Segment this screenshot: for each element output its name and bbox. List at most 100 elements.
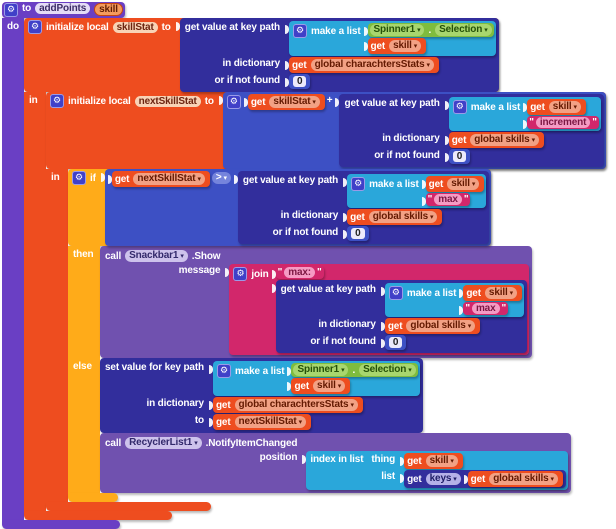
dict-get-block[interactable]: get value at key path ⚙ make a list [233,171,490,244]
make-a-list-block[interactable]: ⚙ make a list [380,283,524,317]
get-skillstat-block[interactable]: get skillStat ▾ [243,94,325,110]
get-global-skills-block[interactable]: get global skills ▾ [444,132,544,148]
component-dropdown[interactable]: Snackbar1 ▾ [125,250,188,262]
spinner-selection-block[interactable]: Spinner1 ▾ . Selection ▾ [363,23,494,37]
component-dropdown[interactable]: Spinner1 ▾ [293,364,349,376]
gear-icon[interactable]: ⚙ [388,286,403,300]
variable-dropdown[interactable]: global charachtersStats ▾ [234,399,358,411]
index-in-list-block[interactable]: index in list thing get skill ▾ [302,451,568,490]
number-zero-block[interactable]: 0 [380,335,407,350]
else-spine[interactable]: else [68,358,100,493]
variable-name-field[interactable]: skillStat [112,21,158,33]
variable-dropdown[interactable]: skill ▾ [447,178,480,190]
get-skill-block[interactable]: get skill ▾ [421,176,485,192]
if-header[interactable]: ⚙ if get nextSki [68,169,492,246]
if-block-bottom[interactable] [68,493,118,502]
variable-dropdown[interactable]: global skills ▾ [406,320,476,332]
string-increment-block[interactable]: " increment " [523,116,599,129]
then-spine[interactable]: then [68,246,100,358]
gear-icon[interactable]: ⚙ [28,20,42,34]
do-spine[interactable]: do [2,18,24,520]
variable-dropdown[interactable]: skill ▾ [425,455,458,467]
compare-block[interactable]: get nextSkillStat ▾ > ▾ get value at ke [100,169,492,246]
variable-dropdown[interactable]: global skills ▾ [470,134,539,146]
get-keys-block[interactable]: get keys ▾ get global skills ▾ [400,470,566,488]
init-nextskillstat-block[interactable]: ⚙ initialize local nextSkillStat to ⚙ [46,92,606,511]
property-dropdown[interactable]: Selection ▾ [435,24,492,36]
make-a-list-block[interactable]: ⚙ make a list Spinner1 ▾ . Selection ▾ [285,21,496,56]
string-field[interactable]: max [434,194,462,205]
get-skill-block[interactable]: get skill ▾ [523,99,586,115]
get-skill-block[interactable]: get skill ▾ [459,285,522,301]
make-a-list-block[interactable]: ⚙ make a list get skill ▾ [444,97,601,131]
string-field[interactable]: increment [535,117,591,128]
dict-get-block[interactable]: get value at key path ⚙ make a list Spin… [175,18,499,92]
variable-dropdown[interactable]: skill ▾ [313,380,346,392]
variable-dropdown[interactable]: skill ▾ [548,101,581,113]
if-block[interactable]: ⚙ if get nextSki [68,169,571,502]
component-dropdown[interactable]: RecyclerList1 ▾ [125,437,202,449]
in-spine[interactable]: in [46,169,68,502]
get-global-charachtersstats-block[interactable]: get global charachtersStats ▾ [285,57,439,73]
number-zero-block[interactable]: 0 [444,149,471,164]
gear-icon[interactable]: ⚙ [226,95,241,109]
number-field[interactable]: 0 [351,228,365,239]
variable-dropdown[interactable]: global skills ▾ [489,473,558,485]
component-dropdown[interactable]: Spinner1 ▾ [369,24,425,36]
gear-icon[interactable]: ⚙ [72,171,86,185]
keys-dropdown[interactable]: keys ▾ [425,473,461,485]
get-skill-block[interactable]: get skill ▾ [400,453,463,469]
variable-dropdown[interactable]: nextSkillStat ▾ [234,416,306,428]
number-zero-block[interactable]: 0 [343,226,369,241]
call-recycler-notify-block[interactable]: call RecyclerList1 ▾ .NotifyItemChanged p… [100,433,571,493]
init-skillstat-header[interactable]: ⚙ initialize local skillStat to get valu… [24,18,499,92]
variable-dropdown[interactable]: skill ▾ [484,287,517,299]
get-skill-block[interactable]: get skill ▾ [363,38,427,54]
in-spine[interactable]: in [24,92,46,511]
number-field[interactable]: 0 [293,76,307,87]
dict-get-block[interactable]: get value at key path ⚙ make a list [335,94,604,167]
get-nextskillstat-block[interactable]: get nextSkillStat ▾ [208,414,311,430]
variable-dropdown[interactable]: skillStat ▾ [269,96,320,108]
gear-icon[interactable]: ⚙ [233,267,248,281]
gear-icon[interactable]: ⚙ [4,3,18,17]
string-max-colon-block[interactable]: " max: " [271,266,324,279]
procedure-bottom[interactable] [2,520,120,529]
gear-icon[interactable]: ⚙ [452,100,467,114]
plus-block[interactable]: ⚙ get skillStat ▾ + get value a [218,92,606,169]
gear-icon[interactable]: ⚙ [216,364,231,378]
gear-icon[interactable]: ⚙ [351,177,366,191]
call-snackbar-show-block[interactable]: call Snackbar1 ▾ .Show message [100,246,532,358]
procedure-param-skill[interactable]: skill [94,3,123,16]
variable-dropdown[interactable]: nextSkillStat ▾ [133,173,205,185]
variable-name-field[interactable]: nextSkillStat [134,95,201,107]
get-skill-block[interactable]: get skill ▾ [287,378,351,394]
operator-dropdown[interactable]: > ▾ [211,172,231,184]
get-global-skills-block[interactable]: get global skills ▾ [463,471,563,487]
gear-icon[interactable]: ⚙ [50,94,64,108]
gear-icon[interactable]: ⚙ [293,24,307,38]
init-skillstat-bottom[interactable] [24,511,172,520]
string-max-block[interactable]: " max " [459,302,509,315]
init-skillstat-block[interactable]: ⚙ initialize local skillStat to get valu… [24,18,606,520]
procedure-name-field[interactable]: addPoints [35,3,91,14]
get-global-skills-block[interactable]: get global skills ▾ [380,318,481,334]
make-a-list-block[interactable]: ⚙ make a list Spinner1 ▾ [208,361,420,396]
string-field[interactable]: max: [284,267,315,278]
init-nextskillstat-header[interactable]: ⚙ initialize local nextSkillStat to ⚙ [46,92,606,169]
string-max-block[interactable]: " max " [421,193,471,206]
number-field[interactable]: 0 [452,151,467,162]
number-zero-block[interactable]: 0 [284,74,311,89]
make-a-list-block[interactable]: ⚙ make a list get [343,174,487,208]
property-dropdown[interactable]: Selection ▾ [359,364,416,376]
get-global-charachtersstats-block[interactable]: get global charachtersStats ▾ [208,397,363,413]
number-field[interactable]: 0 [388,337,403,348]
get-nextskillstat-block[interactable]: get nextSkillStat ▾ [107,171,210,187]
variable-dropdown[interactable]: global skills ▾ [368,211,438,223]
set-key-path-block[interactable]: set value for key path ⚙ make a list [100,358,423,433]
spinner-selection-block[interactable]: Spinner1 ▾ . Selection ▾ [287,363,418,377]
procedure-header[interactable]: ⚙ to addPoints skill [2,2,125,18]
get-global-skills-block[interactable]: get global skills ▾ [343,209,443,225]
